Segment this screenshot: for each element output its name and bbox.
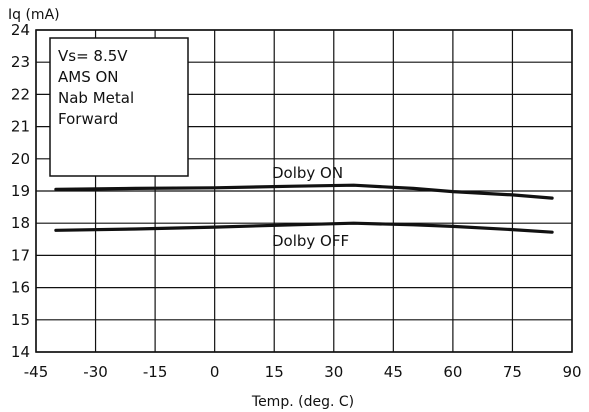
y-tick-label: 23: [11, 53, 30, 71]
series-line-dolby-off: [54, 221, 554, 234]
x-tick-label: 45: [384, 363, 403, 381]
y-axis-label: Iq (mA): [8, 7, 60, 23]
x-tick-label: 75: [503, 363, 522, 381]
tick-labels: -45 -30 -15 0 15 30 45 60 75 90 14 15 16 17 18 19 20 21 22…: [11, 21, 582, 381]
y-tick-label: 20: [11, 150, 30, 168]
x-tick-label: -15: [143, 363, 168, 381]
y-tick-label: 21: [11, 118, 30, 136]
annotation-box: [49, 37, 189, 177]
x-tick-label: -30: [83, 363, 108, 381]
annotation-line-2: AMS ON: [58, 68, 119, 86]
series-label-dolby-off: Dolby OFF: [272, 232, 349, 250]
x-tick-label: 60: [443, 363, 462, 381]
x-tick-label: 90: [562, 363, 581, 381]
series-label-dolby-on: Dolby ON: [272, 164, 343, 182]
series-lines: [54, 183, 554, 234]
annotation-line-3: Nab Metal: [58, 89, 134, 107]
y-tick-label: 19: [11, 182, 30, 200]
x-axis-label: Temp. (deg. C): [251, 394, 354, 410]
annotation-text: Vs= 8.5V AMS ON Nab Metal Forward: [58, 47, 134, 128]
y-tick-label: 16: [11, 279, 30, 297]
x-tick-label: -45: [24, 363, 49, 381]
y-tick-label: 15: [11, 311, 30, 329]
x-tick-label: 0: [210, 363, 220, 381]
y-tick-label: 18: [11, 214, 30, 232]
x-tick-label: 30: [324, 363, 343, 381]
y-tick-label: 24: [11, 21, 30, 39]
y-tick-label: 14: [11, 343, 30, 361]
x-tick-label: 15: [265, 363, 284, 381]
y-tick-label: 22: [11, 85, 30, 103]
plot-frame: [35, 29, 573, 353]
annotation-line-1: Vs= 8.5V: [58, 47, 128, 65]
y-tick-label: 17: [11, 246, 30, 264]
series-line-dolby-on: [54, 183, 554, 200]
annotation-line-4: Forward: [58, 110, 118, 128]
